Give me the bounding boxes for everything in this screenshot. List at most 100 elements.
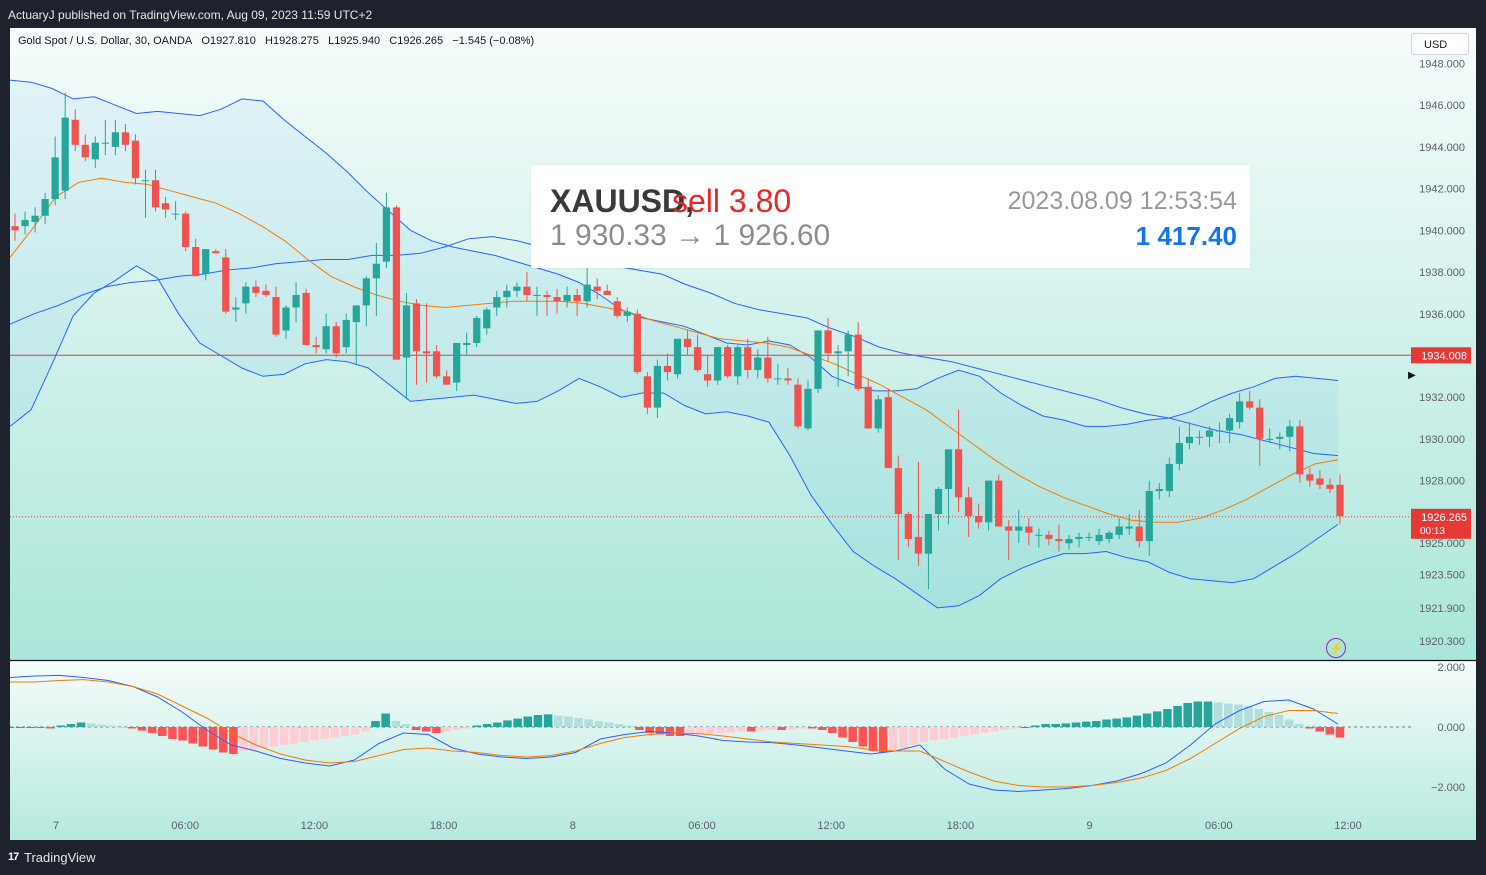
price-level-label-bg [1411, 347, 1471, 364]
price-axis-tick: 1925.000 [1419, 538, 1465, 550]
histogram-bar [817, 727, 827, 730]
histogram-bar [482, 724, 492, 727]
histogram-bar [1295, 724, 1304, 727]
chart-frame[interactable]: 1948.000 1946.000 1944.000 1942.000 1940.000… [10, 28, 1476, 840]
histogram-bar [208, 727, 218, 750]
symbol-name[interactable]: Gold Spot / U.S. Dollar, 30, OANDA [18, 35, 193, 47]
histogram-bar [889, 727, 898, 751]
countdown-label: 00:13 [1420, 526, 1445, 537]
candle-body [904, 513, 912, 540]
candle-body [222, 257, 230, 312]
histogram-bar [970, 727, 979, 735]
candle-body [1175, 443, 1184, 464]
candle-body [874, 399, 882, 429]
price-axis-tick: 1948.000 [1419, 58, 1465, 70]
chart-svg[interactable]: 1948.000 1946.000 1944.000 1942.000 1940.000… [10, 28, 1476, 840]
trade-info-card: XAUUSD, sell 3.80 1 930.33 → 1 926.60 20… [531, 165, 1250, 268]
histogram-bar [1335, 727, 1345, 738]
candle-body [212, 251, 220, 254]
candle-body [382, 207, 391, 262]
histogram-bar [320, 727, 329, 739]
histogram-bar [777, 727, 786, 730]
histogram-bar [401, 724, 411, 727]
trade-timestamp: 2023.08.09 12:53:54 [1007, 187, 1237, 215]
histogram-bar [655, 727, 665, 735]
histogram-bar [229, 727, 238, 754]
candle-body [111, 132, 119, 147]
histogram-bar [168, 727, 177, 739]
histogram-bar [949, 727, 959, 738]
histogram-bar [828, 727, 837, 733]
histogram-bar [919, 727, 929, 742]
candle-body [653, 365, 662, 408]
candle-body [643, 376, 651, 408]
change-value: −1.545 (−0.08%) [452, 35, 535, 47]
candle-body [1055, 539, 1063, 542]
histogram-bar [158, 727, 167, 736]
histogram-bar [767, 727, 776, 730]
candle-body [1105, 532, 1113, 540]
histogram-bar [584, 719, 593, 727]
histogram-bar [1305, 727, 1314, 729]
histogram-bar [1071, 722, 1081, 727]
candle-body [202, 249, 210, 275]
candle-body [523, 286, 531, 295]
histogram-bar [1284, 719, 1294, 727]
histogram-bar [553, 715, 563, 727]
histogram-bar [543, 714, 553, 727]
time-axis-tick: 8 [570, 820, 576, 832]
candle-body [1065, 539, 1073, 544]
histogram-bar [493, 722, 502, 727]
histogram-bar [645, 727, 654, 733]
candle-body [975, 516, 983, 523]
tradingview-brand[interactable]: TradingView [24, 850, 96, 865]
candle-body [292, 294, 300, 308]
histogram-bar [249, 727, 258, 750]
histogram-bar [432, 727, 441, 733]
candle-body [412, 303, 421, 352]
candle-body [884, 397, 892, 469]
candle-body [844, 334, 852, 352]
candle-body [342, 320, 350, 348]
candle-body [1215, 430, 1224, 432]
candle-body [543, 294, 551, 298]
histogram-bar [1041, 724, 1050, 727]
price-axis-tick: 1946.000 [1419, 100, 1465, 112]
candle-body [1256, 407, 1264, 439]
candle-body [1035, 534, 1043, 536]
time-axis-tick: 7 [53, 820, 59, 832]
histogram-bar [787, 727, 797, 730]
candle-body [944, 449, 953, 489]
histogram-bar [604, 722, 614, 727]
candle-body [131, 140, 140, 179]
histogram-bar [1051, 724, 1060, 727]
play-arrow-icon[interactable]: ▶ [1408, 370, 1416, 381]
histogram-bar [127, 727, 137, 729]
candle-body [573, 294, 581, 302]
candle-body [473, 317, 481, 343]
low-value: 1925.940 [334, 35, 381, 47]
candle-body [924, 513, 933, 554]
histogram-bar [421, 727, 431, 732]
histogram-bar [1203, 701, 1213, 727]
time-axis-tick: 9 [1087, 820, 1093, 832]
candle-body [1296, 426, 1304, 475]
histogram-bar [97, 724, 106, 727]
candle-body [774, 378, 782, 380]
candle-body [583, 284, 591, 302]
candle-body [764, 357, 772, 379]
histogram-bar [503, 720, 512, 727]
candle-body [232, 307, 240, 310]
histogram-bar [330, 727, 340, 738]
candle-body [894, 468, 902, 514]
histogram-bar [858, 727, 868, 747]
high-label: H [265, 35, 273, 47]
currency-button[interactable]: USD [1411, 33, 1469, 55]
time-axis-tick: 06:00 [1205, 820, 1233, 832]
candle-body [563, 294, 571, 302]
histogram-bar [147, 727, 157, 733]
time-axis-tick: 12:00 [301, 820, 329, 832]
histogram-bar [391, 721, 401, 727]
candle-body [402, 305, 411, 358]
lightning-icon[interactable]: ⚡ [1326, 638, 1346, 658]
